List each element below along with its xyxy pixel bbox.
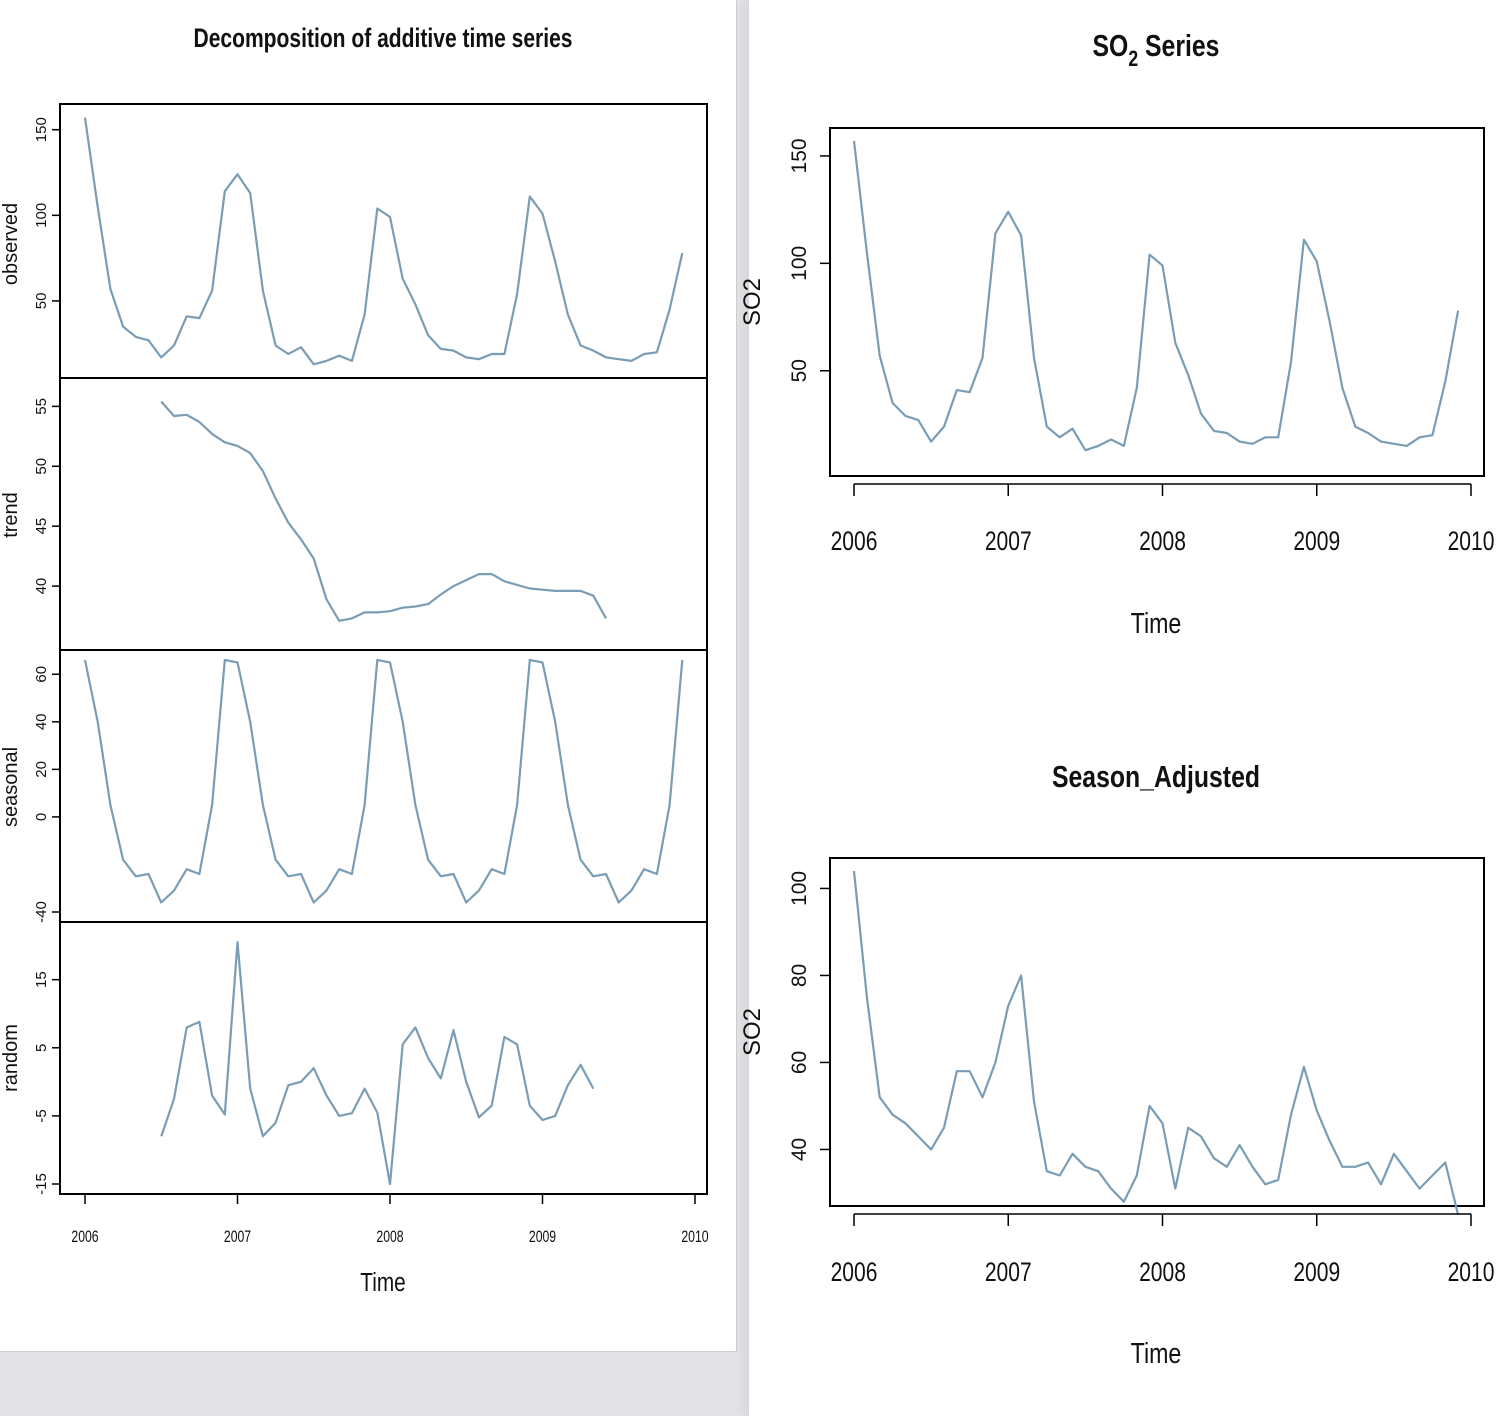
chart-so2-series: 50 100 150 SO2 2006 2007 2008 2009 2010 — [739, 127, 1495, 557]
series-line — [160, 941, 595, 1186]
y-tick-label: 45 — [33, 518, 50, 535]
y-tick-label: 100 — [33, 203, 50, 228]
x-tick-label: 2006 — [831, 527, 878, 557]
y-tick-label: -40 — [33, 901, 50, 923]
x-tick-label: 2009 — [529, 1228, 556, 1246]
y-axis-label: SO2 — [739, 1008, 766, 1056]
decomposition-title: Decomposition of additive time series — [193, 24, 572, 54]
y-tick-label: 15 — [33, 971, 50, 988]
y-tick-label: 50 — [33, 458, 50, 475]
y-tick-label: 20 — [33, 761, 50, 778]
decomposition-panel-seasonal: -40 0 20 40 60 seasonal — [0, 649, 708, 923]
y-axis-label: random — [0, 1024, 22, 1092]
y-axis-label: observed — [0, 203, 22, 285]
x-tick-label: 2006 — [831, 1258, 878, 1288]
x-tick-label: 2006 — [71, 1228, 98, 1246]
y-axis-label: seasonal — [0, 747, 22, 827]
y-tick-label: 50 — [33, 293, 50, 310]
y-tick-label: 80 — [788, 964, 811, 987]
x-tick-label: 2008 — [1139, 1258, 1186, 1288]
decomposition-plot: Decomposition of additive time series Ti… — [0, 24, 709, 1297]
so2-plots: SO2 Series Time Season_Adjusted Time 50 1… — [739, 28, 1494, 1369]
y-tick-label: 150 — [33, 117, 50, 142]
y-tick-label: 150 — [788, 138, 811, 173]
season-adjusted-x-axis-label: Time — [1131, 1336, 1182, 1369]
y-tick-label: 0 — [33, 813, 50, 821]
season-adjusted-title: Season_Adjusted — [1052, 759, 1260, 793]
x-tick-label: 2008 — [376, 1228, 403, 1246]
y-tick-label: 50 — [788, 359, 811, 382]
series-line — [852, 870, 1460, 1215]
panel-frame — [59, 377, 708, 651]
y-tick-label: -15 — [33, 1173, 50, 1195]
decomposition-panel-trend: 40 45 50 55 trend — [0, 377, 708, 651]
x-tick-label: 2010 — [1448, 1258, 1495, 1288]
decomposition-x-axis: 2006 2007 2008 2009 2010 — [71, 1193, 709, 1247]
decomposition-panel-random: -15 -5 5 15 random — [0, 921, 708, 1195]
panel-frame — [59, 103, 708, 379]
decomposition-x-axis-label: Time — [360, 1268, 405, 1297]
x-tick-label: 2009 — [1293, 527, 1340, 557]
x-tick-label: 2007 — [985, 527, 1032, 557]
x-tick-label: 2010 — [1448, 527, 1495, 557]
y-axis-label: trend — [0, 492, 22, 538]
y-tick-label: 40 — [33, 713, 50, 730]
y-tick-label: 40 — [788, 1138, 811, 1161]
so2-series-x-axis-label: Time — [1131, 606, 1182, 639]
series-line — [852, 140, 1460, 452]
y-axis-label: SO2 — [739, 278, 766, 326]
y-tick-label: 55 — [33, 398, 50, 415]
y-tick-label: 100 — [788, 871, 811, 906]
y-tick-label: 5 — [33, 1044, 50, 1052]
so2-plots-window: SO2 Series Time Season_Adjusted Time 50 1… — [739, 0, 1500, 1416]
x-tick-label: 2009 — [1293, 1258, 1340, 1288]
decomposition-panel-observed: 50 100 150 observed — [0, 103, 708, 379]
series-line — [83, 658, 684, 904]
y-tick-label: 40 — [33, 578, 50, 595]
chart-frame — [829, 127, 1485, 477]
y-tick-label: 100 — [788, 246, 811, 281]
so2-series-title: SO2 Series — [1093, 28, 1220, 71]
decomposition-window: Decomposition of additive time series Ti… — [0, 0, 737, 1352]
series-line — [83, 117, 684, 366]
y-tick-label: 60 — [788, 1051, 811, 1074]
x-tick-label: 2008 — [1139, 527, 1186, 557]
x-tick-label: 2007 — [985, 1258, 1032, 1288]
x-tick-label: 2010 — [681, 1228, 708, 1246]
x-tick-label: 2007 — [224, 1228, 251, 1246]
y-tick-label: -5 — [33, 1109, 50, 1122]
chart-frame — [829, 857, 1485, 1207]
y-tick-label: 60 — [33, 666, 50, 683]
series-line — [160, 400, 607, 622]
chart-season-adjusted: 40 60 80 100 SO2 2006 2007 2008 2009 2010 — [739, 857, 1495, 1288]
